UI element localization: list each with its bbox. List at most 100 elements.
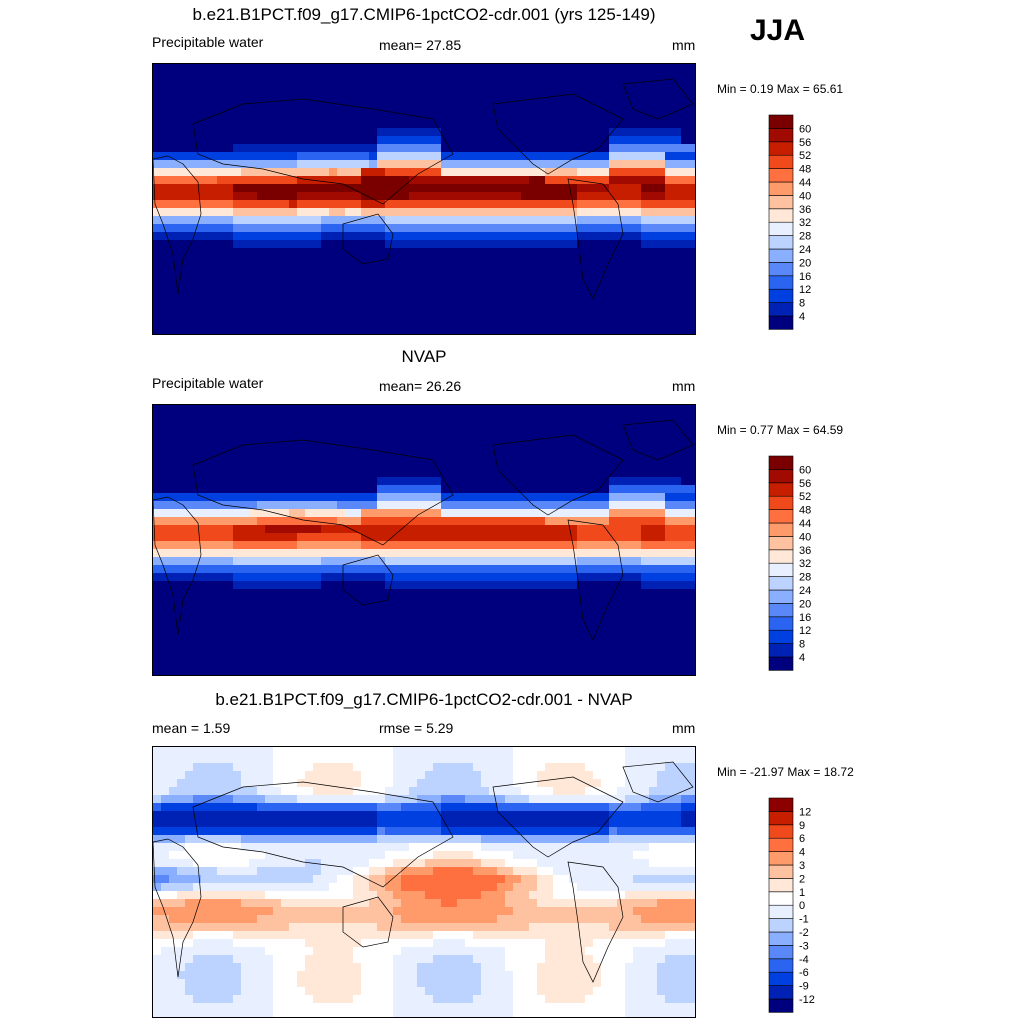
colorbar-swatch xyxy=(768,824,794,839)
panel-mean-label: mean= 27.85 xyxy=(379,37,462,53)
colorbar-swatch xyxy=(768,302,794,317)
colorbar-swatch xyxy=(768,797,794,812)
colorbar-swatch xyxy=(768,288,794,303)
colorbar-tick-label: -2 xyxy=(799,927,809,939)
colorbar-tick-label: 48 xyxy=(799,164,811,176)
colorbar-tick-label: 56 xyxy=(799,137,811,149)
colorbar-swatch xyxy=(768,945,794,960)
colorbar-tick-label: 44 xyxy=(799,177,811,189)
colorbar-tick-label: 56 xyxy=(799,478,811,490)
colorbar-swatch xyxy=(768,495,794,510)
colorbar-tick-label: 20 xyxy=(799,257,811,269)
colorbar-swatch xyxy=(768,536,794,551)
colorbar-swatch xyxy=(768,576,794,591)
colorbar-swatch xyxy=(768,629,794,644)
colorbar-swatch xyxy=(768,549,794,564)
colorbar-swatch xyxy=(768,864,794,879)
colorbar-swatch xyxy=(768,482,794,497)
colorbar-swatch xyxy=(768,221,794,236)
colorbar-tick-label: 16 xyxy=(799,612,811,624)
colorbar-swatch xyxy=(768,235,794,250)
coastlines xyxy=(153,78,694,300)
colorbar-tick-label: -9 xyxy=(799,981,809,993)
colorbar-swatch xyxy=(768,851,794,866)
contour-map xyxy=(152,746,696,1018)
colorbar-tick-label: 6 xyxy=(799,833,805,845)
colorbar-swatch xyxy=(768,509,794,524)
colorbar-tick-label: 36 xyxy=(799,545,811,557)
panel-title: b.e21.B1PCT.f09_g17.CMIP6-1pctCO2-cdr.00… xyxy=(215,690,633,709)
colorbar-tick-label: -6 xyxy=(799,967,809,979)
colorbar-tick-label: 8 xyxy=(799,298,805,310)
colorbar-swatch xyxy=(768,616,794,631)
colorbar-tick-label: 24 xyxy=(799,244,811,256)
colorbar-tick-label: 52 xyxy=(799,150,811,162)
colorbar-tick-label: 40 xyxy=(799,190,811,202)
min-max-label: Min = 0.19 Max = 65.61 xyxy=(717,82,844,96)
colorbar-tick-label: 2 xyxy=(799,873,805,885)
colorbar-swatch xyxy=(768,562,794,577)
colorbar-tick-label: -4 xyxy=(799,954,809,966)
colorbar: -12 -9 -6 -4 -3 -2 -1 0 1 2 3 4 6 9 12 xyxy=(768,797,815,1013)
colorbar-tick-label: 12 xyxy=(799,284,811,296)
colorbar-swatch xyxy=(768,891,794,906)
colorbar-tick-label: 48 xyxy=(799,505,811,517)
colorbar-swatch xyxy=(768,262,794,277)
colorbar-swatch xyxy=(768,918,794,933)
colorbar-swatch xyxy=(768,275,794,290)
colorbar-swatch xyxy=(768,971,794,986)
colorbar-swatch xyxy=(768,195,794,210)
colorbar-swatch xyxy=(768,878,794,893)
colorbar-swatch xyxy=(768,656,794,671)
colorbar-tick-label: 4 xyxy=(799,652,805,664)
min-max-label: Min = -21.97 Max = 18.72 xyxy=(717,765,854,779)
colorbar-swatch xyxy=(768,837,794,852)
colorbar-swatch xyxy=(768,589,794,604)
colorbar-swatch xyxy=(768,154,794,169)
colorbar-swatch xyxy=(768,114,794,129)
colorbar-tick-label: 60 xyxy=(799,464,811,476)
colorbar-tick-label: 4 xyxy=(799,847,805,859)
colorbar-tick-label: -3 xyxy=(799,940,809,952)
panel-mean-label: mean = 1.59 xyxy=(152,720,231,736)
panel-units-label: mm xyxy=(672,720,696,736)
season-label: JJA xyxy=(750,14,806,47)
panel-left-label: Precipitable water xyxy=(152,375,264,391)
colorbar-tick-label: 28 xyxy=(799,572,811,584)
panel-units-label: mm xyxy=(672,37,696,53)
colorbar-tick-label: 40 xyxy=(799,531,811,543)
colorbar-swatch xyxy=(768,643,794,658)
colorbar-swatch xyxy=(768,469,794,484)
colorbar-swatch xyxy=(768,141,794,156)
panel-rmse-label: rmse = 5.29 xyxy=(379,720,454,736)
colorbar-tick-label: 60 xyxy=(799,123,811,135)
colorbar-swatch xyxy=(768,208,794,223)
colorbar-tick-label: -1 xyxy=(799,914,809,926)
colorbar-tick-label: 4 xyxy=(799,311,805,323)
colorbar-swatch xyxy=(768,904,794,919)
colorbar-swatch xyxy=(768,181,794,196)
colorbar-tick-label: 3 xyxy=(799,860,805,872)
colorbar-swatch xyxy=(768,455,794,470)
colorbar-tick-label: 28 xyxy=(799,231,811,243)
colorbar-tick-label: 32 xyxy=(799,217,811,229)
colorbar-swatch xyxy=(768,168,794,183)
contour-map xyxy=(152,404,696,676)
colorbar-swatch xyxy=(768,603,794,618)
coastlines xyxy=(153,419,694,641)
colorbar-tick-label: 16 xyxy=(799,271,811,283)
colorbar: 4 8 12 16 20 24 28 32 36 40 44 48 52 56 60 xyxy=(768,114,811,330)
colorbar-swatch xyxy=(768,248,794,263)
colorbar-tick-label: 44 xyxy=(799,518,811,530)
colorbar-tick-label: 9 xyxy=(799,820,805,832)
panel-title: b.e21.B1PCT.f09_g17.CMIP6-1pctCO2-cdr.00… xyxy=(192,5,656,24)
colorbar-swatch xyxy=(768,931,794,946)
panel-mean-label: mean= 26.26 xyxy=(379,378,462,394)
colorbar-tick-label: 52 xyxy=(799,491,811,503)
colorbar-tick-label: -12 xyxy=(799,994,815,1006)
panel-left-label: Precipitable water xyxy=(152,34,264,50)
colorbar: 4 8 12 16 20 24 28 32 36 40 44 48 52 56 60 xyxy=(768,455,811,671)
colorbar-swatch xyxy=(768,985,794,1000)
panel-title: NVAP xyxy=(401,347,447,366)
min-max-label: Min = 0.77 Max = 64.59 xyxy=(717,423,844,437)
